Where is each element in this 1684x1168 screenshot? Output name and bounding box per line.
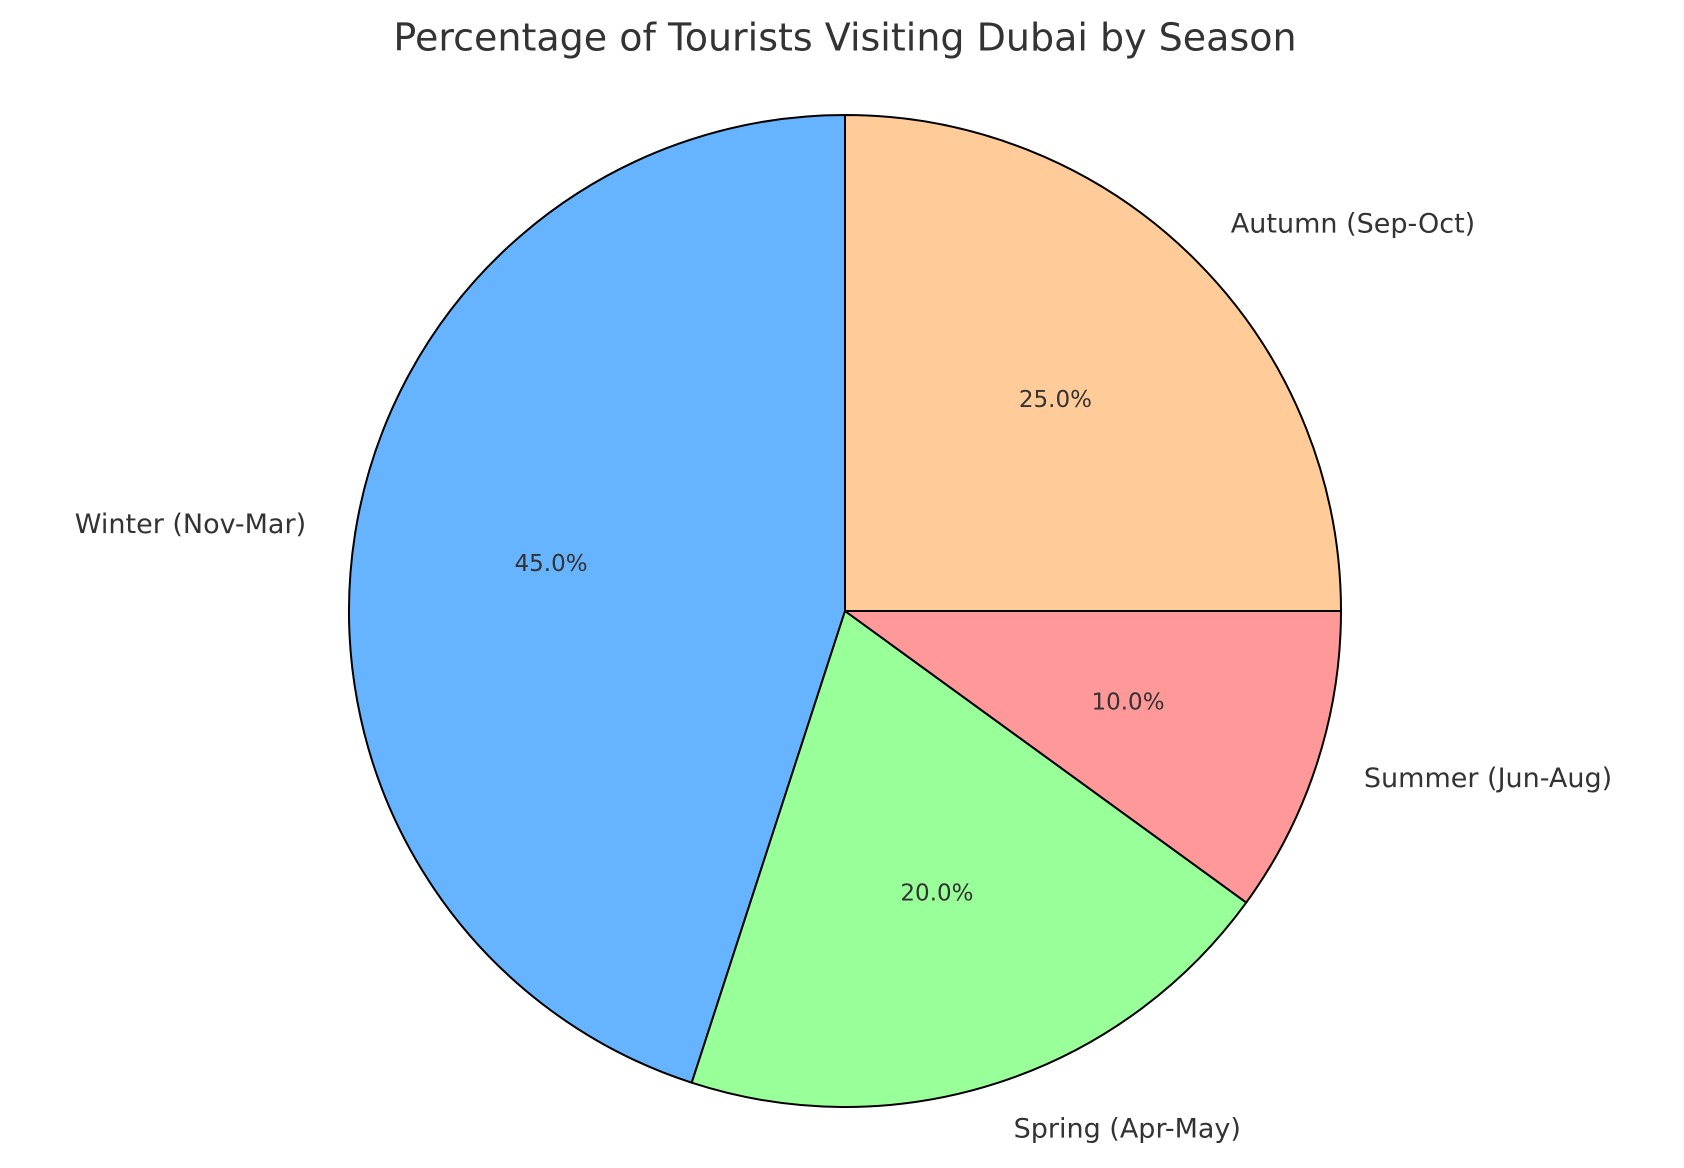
pie-slice [844, 114, 1342, 612]
value-label: 25.0% [1019, 387, 1092, 413]
slice-label: Winter (Nov-Mar) [75, 509, 306, 540]
value-label: 10.0% [1091, 689, 1164, 715]
slice-label: Autumn (Sep-Oct) [1231, 209, 1475, 240]
chart-title: Percentage of Tourists Visiting Dubai by… [393, 16, 1296, 60]
pie-slice [348, 114, 846, 1084]
pie-slice [844, 610, 1342, 904]
slice-label: Summer (Jun-Aug) [1364, 763, 1612, 794]
pie-slice [690, 610, 1248, 1108]
slice-label: Spring (Apr-May) [1014, 1113, 1241, 1144]
value-label: 20.0% [900, 881, 973, 907]
value-label: 45.0% [515, 551, 588, 577]
